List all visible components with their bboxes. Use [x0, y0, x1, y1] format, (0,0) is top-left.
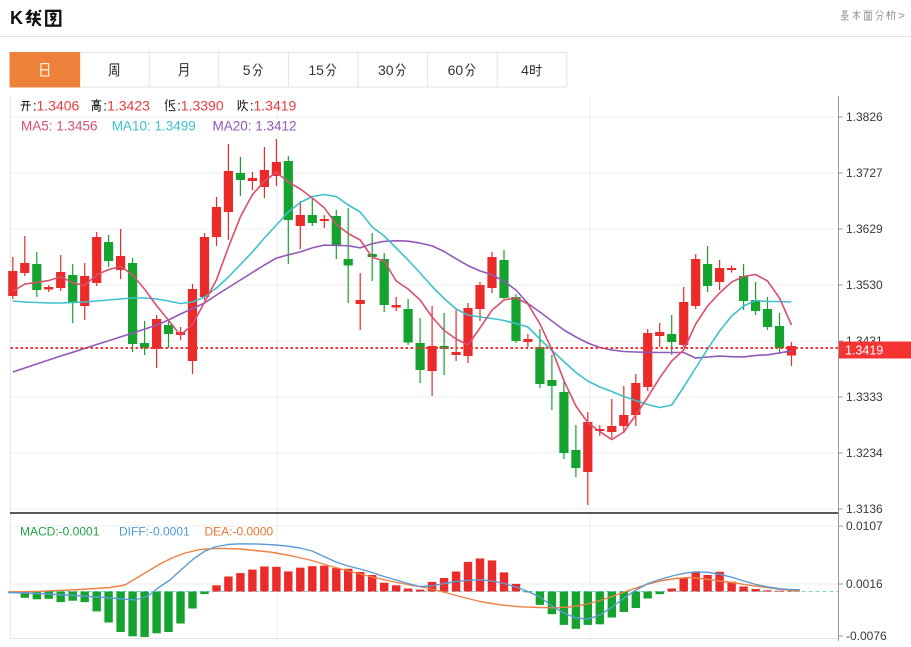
svg-text:1.3727: 1.3727: [846, 166, 883, 180]
svg-text::: :: [177, 98, 181, 114]
svg-text:-0.0076: -0.0076: [846, 629, 887, 643]
svg-text:1.3826: 1.3826: [846, 110, 883, 124]
svg-text:1.3419: 1.3419: [254, 98, 297, 114]
svg-text:1.3234: 1.3234: [846, 446, 883, 460]
svg-text:60: 60: [448, 62, 464, 78]
svg-text:1.3629: 1.3629: [846, 222, 883, 236]
svg-text:1.3136: 1.3136: [846, 502, 883, 516]
svg-text:1.3419: 1.3419: [845, 344, 883, 358]
svg-text:30: 30: [378, 62, 394, 78]
svg-text::: :: [103, 98, 107, 114]
svg-text:MA20: 1.3412: MA20: 1.3412: [213, 119, 297, 134]
svg-text:1.3406: 1.3406: [37, 98, 80, 114]
svg-text:15: 15: [308, 62, 324, 78]
svg-text:1.3423: 1.3423: [107, 98, 150, 114]
svg-text:0.0016: 0.0016: [846, 577, 883, 591]
svg-text:MA10: 1.3499: MA10: 1.3499: [112, 119, 196, 134]
svg-text:MACD:-0.0001: MACD:-0.0001: [20, 525, 100, 539]
svg-text:K: K: [10, 8, 23, 28]
svg-text::: :: [33, 98, 37, 114]
svg-text:DIFF:-0.0001: DIFF:-0.0001: [119, 525, 190, 539]
svg-text::: :: [250, 98, 254, 114]
svg-text:>: >: [898, 9, 905, 23]
svg-text:1.3390: 1.3390: [181, 98, 224, 114]
svg-text:1.3530: 1.3530: [846, 278, 883, 292]
svg-text:1.3333: 1.3333: [846, 390, 883, 404]
svg-text:DEA:-0.0000: DEA:-0.0000: [205, 525, 274, 539]
svg-text:4: 4: [521, 62, 529, 78]
svg-text:0.0107: 0.0107: [846, 519, 883, 533]
svg-text:MA5: 1.3456: MA5: 1.3456: [21, 119, 98, 134]
svg-text:5: 5: [243, 62, 251, 78]
